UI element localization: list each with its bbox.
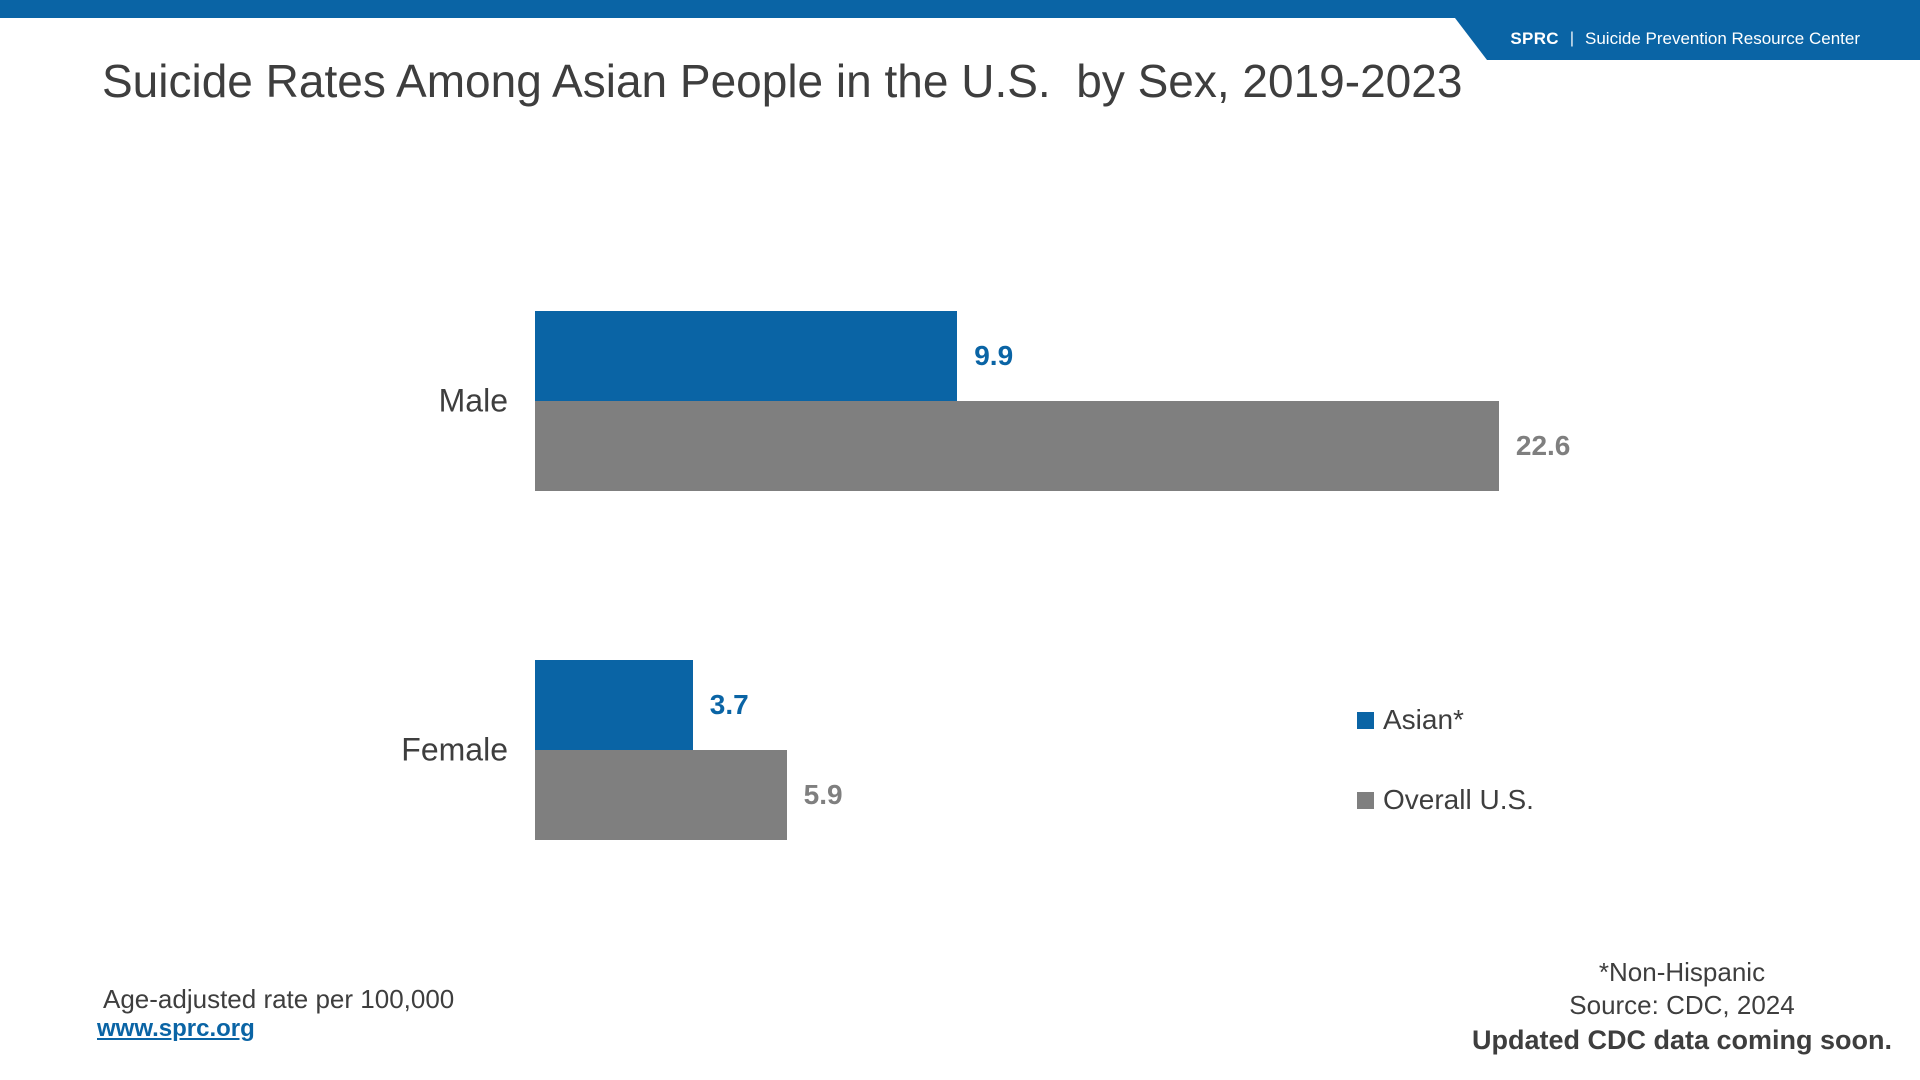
category-label-male: Male [438, 382, 508, 419]
update-notice: Updated CDC data coming soon. [1471, 1025, 1893, 1055]
value-label-asian-female: 3.7 [709, 689, 749, 720]
sprc-logo-text: SPRC [1510, 29, 1559, 48]
brand-full-name: Suicide Prevention Resource Center [1585, 29, 1860, 48]
legend-swatch-icon [1357, 711, 1374, 729]
footnote-non-hispanic: *Non-Hispanic [1598, 957, 1766, 987]
brand-separator: | [1569, 30, 1575, 47]
legend-swatch-icon [1357, 791, 1374, 809]
sprc-banner: SPRC | Suicide Prevention Resource Cente… [1455, 18, 1920, 60]
legend-label: Overall U.S. [1383, 784, 1534, 815]
legend-item-asian: Asian* [1357, 704, 1464, 736]
source-line: Source: CDC, 2024 [1569, 990, 1795, 1020]
legend-item-overallus: Overall U.S. [1357, 784, 1534, 816]
legend-label: Asian* [1383, 704, 1464, 735]
value-label-overallus-male: 22.6 [1515, 430, 1571, 461]
value-label-overallus-female: 5.9 [803, 779, 843, 810]
sprc-website-link[interactable]: www.sprc.org [97, 1015, 255, 1042]
bar-asian-female [535, 660, 693, 750]
bar-overallus-male [535, 401, 1499, 491]
bar-asian-male [535, 311, 958, 401]
top-accent-bar [0, 0, 1920, 18]
bar-overallus-female [535, 750, 787, 840]
source-block: *Non-Hispanic Source: CDC, 2024 Updated … [1462, 956, 1902, 1059]
rate-note: Age-adjusted rate per 100,000 [103, 984, 455, 1014]
page-title: Suicide Rates Among Asian People in the … [102, 55, 1463, 107]
category-label-female: Female [401, 731, 508, 768]
value-label-asian-male: 9.9 [974, 340, 1014, 371]
